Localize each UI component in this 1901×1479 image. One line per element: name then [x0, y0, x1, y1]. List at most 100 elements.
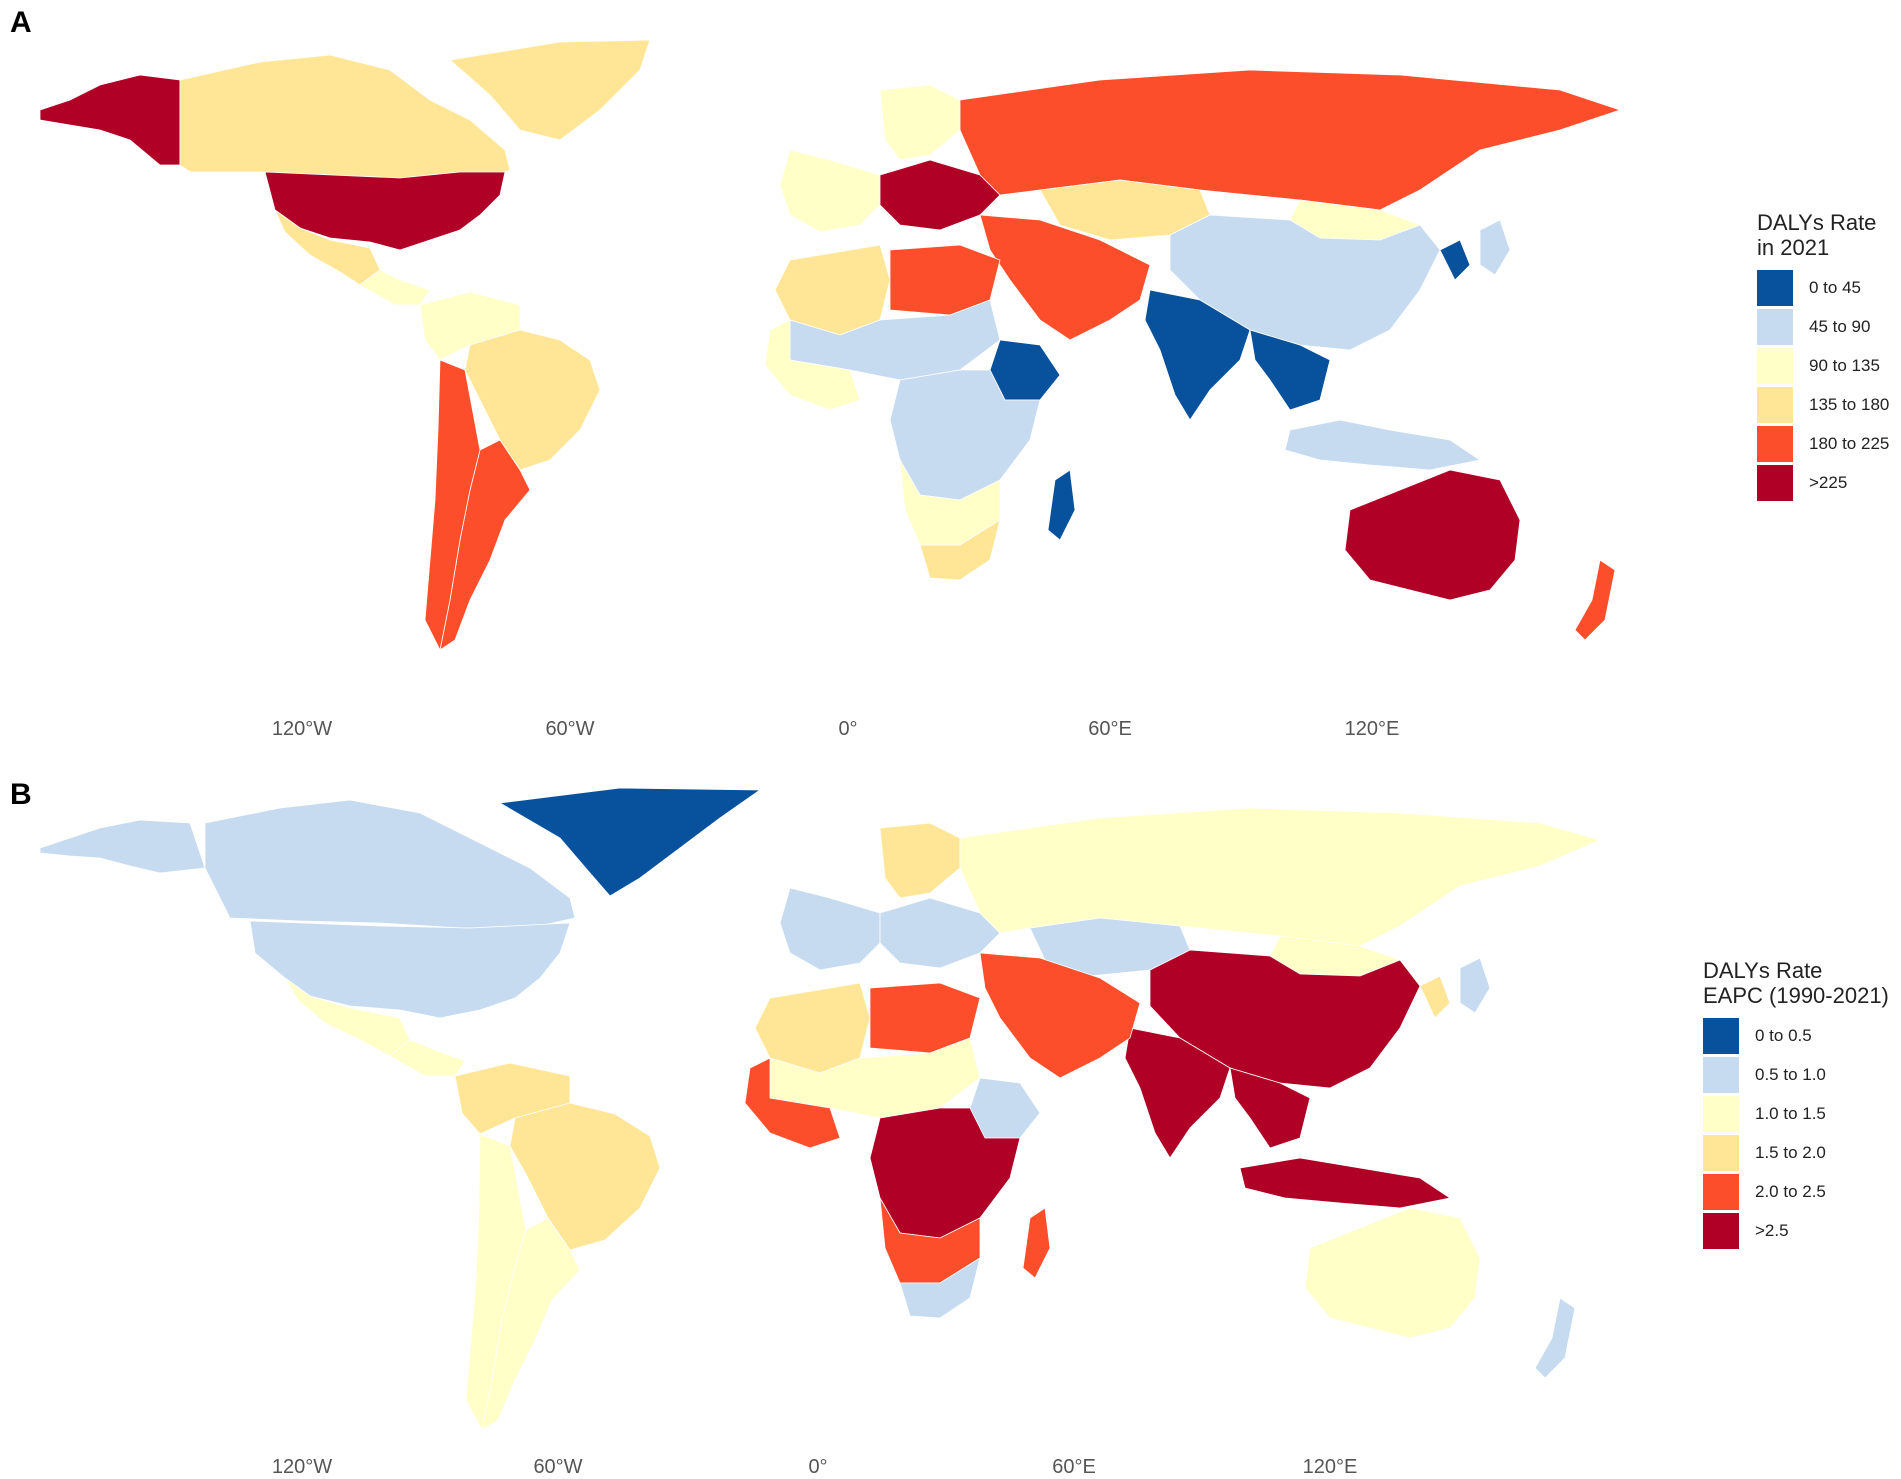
- region-west-africa: [744, 1057, 841, 1149]
- region-southeast-asia: [1249, 329, 1331, 411]
- x-tick-label: 60°E: [1088, 718, 1132, 740]
- region-india: [1124, 1027, 1231, 1159]
- region-greenland: [449, 39, 651, 141]
- legend-title-line: EAPC (1990-2021): [1703, 983, 1889, 1008]
- region-middle-east: [979, 214, 1151, 341]
- legend-label: >2.5: [1755, 1220, 1789, 1240]
- region-canada: [204, 799, 576, 929]
- legend-label: 90 to 135: [1809, 355, 1880, 375]
- legend-title: DALYs Rate in 2021: [1757, 210, 1889, 260]
- region-southeast-asia: [1229, 1067, 1311, 1149]
- x-tick-label: 120°E: [1344, 718, 1400, 740]
- region-scandinavia: [879, 84, 961, 161]
- legend-swatch: [1757, 269, 1793, 306]
- legend-swatch: [1703, 1017, 1739, 1054]
- legend-swatch: [1703, 1212, 1739, 1249]
- region-canada: [179, 54, 511, 186]
- panel-b: B: [0, 778, 1901, 1478]
- region-group: [39, 39, 1622, 652]
- region-west-africa: [764, 319, 861, 411]
- region-madagascar: [1022, 1207, 1051, 1279]
- legend-item: 45 to 90: [1757, 307, 1889, 346]
- panel-letter: B: [10, 778, 32, 811]
- region-central-africa: [889, 369, 1041, 501]
- region-australia: [1344, 469, 1521, 601]
- legend-item: 135 to 180: [1757, 385, 1889, 424]
- region-russia: [959, 807, 1602, 947]
- legend-label: 0 to 0.5: [1755, 1025, 1812, 1045]
- legend-swatch: [1703, 1056, 1739, 1093]
- legend-item: >225: [1757, 463, 1889, 502]
- x-tick-label: 60°W: [533, 1456, 583, 1478]
- legend-item: >2.5: [1703, 1211, 1889, 1250]
- region-alaska: [39, 819, 206, 874]
- panel-letter: A: [10, 6, 32, 39]
- region-brazil: [509, 1102, 661, 1251]
- legend-b: DALYs Rate EAPC (1990-2021) 0 to 0.5 0.5…: [1703, 958, 1889, 1250]
- region-new-zealand: [1574, 559, 1616, 641]
- region-south-africa: [899, 1257, 981, 1319]
- region-korea: [1419, 975, 1451, 1019]
- legend-label: 180 to 225: [1809, 433, 1890, 453]
- x-tick-label: 60°W: [545, 718, 595, 740]
- legend-label: 45 to 90: [1809, 316, 1871, 336]
- legend-title-line: DALYs Rate: [1757, 210, 1877, 235]
- legend-title: DALYs Rate EAPC (1990-2021): [1703, 958, 1889, 1008]
- legend-swatch: [1703, 1134, 1739, 1171]
- legend-item: 0 to 45: [1757, 268, 1889, 307]
- region-chile: [465, 1133, 527, 1432]
- legend-items: 0 to 0.5 0.5 to 1.0 1.0 to 1.5 1.5 to 2.…: [1703, 1016, 1889, 1250]
- legend-swatch: [1757, 386, 1793, 423]
- region-japan: [1459, 957, 1491, 1014]
- region-alaska: [39, 74, 181, 166]
- region-japan: [1479, 219, 1511, 276]
- region-greenland: [498, 787, 762, 897]
- legend-swatch: [1757, 308, 1793, 345]
- world-map-a: [39, 39, 1622, 652]
- region-brazil: [464, 329, 601, 471]
- region-australia: [1304, 1207, 1481, 1339]
- region-indonesia: [1284, 419, 1482, 471]
- legend-swatch: [1703, 1095, 1739, 1132]
- legend-a: DALYs Rate in 2021 0 to 45 45 to 90 90 t…: [1757, 210, 1889, 502]
- legend-item: 90 to 135: [1757, 346, 1889, 385]
- x-tick-label: 120°W: [271, 1456, 333, 1478]
- legend-title-line: in 2021: [1757, 235, 1830, 260]
- region-europe-west: [779, 149, 881, 233]
- legend-label: 135 to 180: [1809, 394, 1890, 414]
- panel-a: A: [0, 0, 1901, 740]
- region-group: [39, 787, 1602, 1432]
- region-new-zealand: [1534, 1297, 1576, 1379]
- legend-swatch: [1757, 464, 1793, 501]
- legend-label: 0.5 to 1.0: [1755, 1064, 1826, 1084]
- region-madagascar: [1047, 469, 1076, 541]
- legend-item: 1.0 to 1.5: [1703, 1094, 1889, 1133]
- region-europe-west: [779, 887, 881, 971]
- x-tick-label: 0°: [808, 1456, 828, 1478]
- region-indonesia: [1239, 1157, 1452, 1209]
- legend-items: 0 to 45 45 to 90 90 to 135 135 to 180 18…: [1757, 268, 1889, 502]
- legend-title-line: DALYs Rate: [1703, 958, 1823, 983]
- region-russia: [959, 69, 1622, 211]
- legend-item: 0.5 to 1.0: [1703, 1055, 1889, 1094]
- legend-label: 1.0 to 1.5: [1755, 1103, 1826, 1123]
- region-usa: [249, 920, 571, 1019]
- x-tick-label: 0°: [838, 718, 858, 740]
- region-middle-east: [979, 952, 1141, 1079]
- legend-item: 0 to 0.5: [1703, 1016, 1889, 1055]
- region-korea: [1439, 239, 1471, 281]
- world-map-b: [39, 787, 1602, 1432]
- legend-label: 0 to 45: [1809, 277, 1861, 297]
- legend-swatch: [1757, 347, 1793, 384]
- region-chile: [424, 359, 481, 652]
- region-central-africa: [869, 1107, 1021, 1239]
- legend-label: 1.5 to 2.0: [1755, 1142, 1826, 1162]
- legend-swatch: [1757, 425, 1793, 462]
- legend-label: >225: [1809, 472, 1848, 492]
- legend-item: 2.0 to 2.5: [1703, 1172, 1889, 1211]
- region-central-america: [359, 269, 431, 306]
- region-scandinavia: [879, 822, 961, 899]
- legend-item: 180 to 225: [1757, 424, 1889, 463]
- x-tick-label: 120°E: [1302, 1456, 1358, 1478]
- region-india: [1144, 289, 1251, 421]
